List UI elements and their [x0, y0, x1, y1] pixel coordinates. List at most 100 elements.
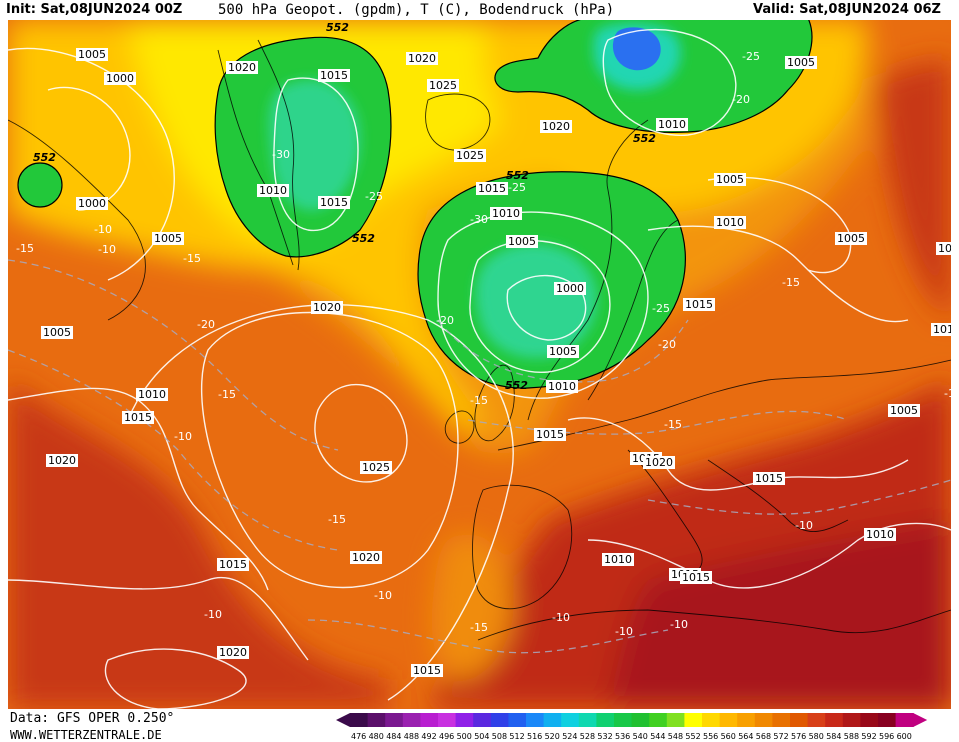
init-time: Init: Sat,08JUN2024 00Z	[6, 2, 183, 17]
colorbar-swatch	[596, 713, 615, 727]
weather-map[interactable]: 1005 1000 1020 1015 1020 1025 1020 1025 1010 1015…	[8, 20, 951, 709]
temperature-label: -15	[183, 252, 201, 265]
temperature-label: -25	[508, 181, 526, 194]
colorbar-swatch	[684, 713, 703, 727]
isobar-label-bg	[785, 56, 817, 69]
colorbar-tick-label: 596	[879, 732, 894, 741]
temperature-label: -20	[436, 314, 454, 327]
website-link[interactable]: WWW.WETTERZENTRALE.DE	[10, 728, 162, 742]
isotherm-minus15-atl	[8, 259, 339, 451]
colorbar-swatch	[631, 713, 650, 727]
isobar-label: 1000	[556, 282, 584, 295]
isobar-label: 1000	[78, 197, 106, 210]
isobar-label: 1015	[536, 428, 564, 441]
temperature-label: -10	[795, 519, 813, 532]
map-title: 500 hPa Geopot. (gpdm), T (C), Bodendruc…	[218, 2, 615, 18]
isobar-label-bg	[714, 173, 746, 186]
colorbar-swatch	[737, 713, 756, 727]
low-west-small	[17, 162, 63, 208]
isobar-label: 1015	[320, 196, 348, 209]
isobar-label: 1010	[138, 388, 166, 401]
isobar-label: 1005	[890, 404, 918, 417]
temperature-label: -15	[16, 242, 34, 255]
colorbar-swatch	[842, 713, 861, 727]
isobar-label: 1020	[408, 52, 436, 65]
colorbar-tick-label: 476	[351, 732, 366, 741]
isobar-label: 1020	[48, 454, 76, 467]
isobar-label: 1005	[78, 48, 106, 61]
isobar-1015-atlantic	[127, 303, 514, 701]
coast-greenland-east	[257, 39, 300, 271]
isobar-label: 1020	[645, 456, 673, 469]
isobar-label-bg	[534, 428, 566, 441]
isobar-label: 1020	[352, 551, 380, 564]
isobar-label-bg	[136, 388, 168, 401]
isobar-label-bg	[490, 207, 522, 220]
colorbar-tick-label: 560	[721, 732, 736, 741]
coast-norway	[527, 119, 649, 421]
isobar-label-bg	[547, 345, 579, 358]
colorbar-tick-label: 540	[633, 732, 648, 741]
temperature-label: -10	[374, 589, 392, 602]
isobar-label: 1015	[682, 571, 710, 584]
colorbar-swatch	[719, 713, 738, 727]
colorbar-swatch	[508, 713, 527, 727]
isobar-label: 1015	[685, 298, 713, 311]
temperature-label: -15	[664, 418, 682, 431]
colorbar-swatch	[438, 713, 457, 727]
colorbar-tick-label: 480	[369, 732, 384, 741]
colorbar-swatch	[578, 713, 597, 727]
colorbar-tick-label: 520	[545, 732, 560, 741]
isotherm-minus20-scan	[437, 319, 689, 383]
colorbar-right-arrow	[913, 713, 928, 727]
temperature-label: -15	[470, 621, 488, 634]
isobar-label-bg	[476, 182, 508, 195]
low-northeast-deep	[612, 27, 661, 71]
temperature-label: -20	[732, 93, 750, 106]
isobar-label: 1005	[549, 345, 577, 358]
isotherm-minus10-med	[307, 619, 669, 654]
isobar-label-bg	[411, 664, 443, 677]
colorbar-tick-label: 536	[615, 732, 630, 741]
colorbar-swatch	[825, 713, 844, 727]
colorbar-tick-label: 548	[668, 732, 683, 741]
temperature-label: -10	[670, 618, 688, 631]
isotherm-minus15-europe	[467, 410, 849, 435]
isobar-label-bg	[104, 72, 136, 85]
coast-northamerica	[8, 119, 146, 321]
temperature-label: -30	[272, 148, 290, 161]
temperature-label: -10	[98, 243, 116, 256]
isobar-label-bg	[656, 118, 688, 131]
colorbar-tick-label: 508	[492, 732, 507, 741]
isobar-label-bg	[643, 456, 675, 469]
colorbar-legend: 476 480 484 488 492 496 500 504 508 512 516 520 524 5…	[336, 713, 928, 741]
colorbar-swatch	[666, 713, 685, 727]
isobar-label: 1010	[716, 216, 744, 229]
colorbar-swatch	[614, 713, 633, 727]
isobar-label-bg	[714, 216, 746, 229]
geopotential-label: 552	[633, 132, 656, 145]
low-scandinavia-core	[475, 243, 597, 359]
temperature-label: -20	[658, 338, 676, 351]
isobar-label-bg	[318, 196, 350, 209]
coast-europe	[497, 359, 951, 451]
temperature-label: -15	[782, 276, 800, 289]
isotherm-minus10-atl	[8, 349, 339, 551]
valid-time: Valid: Sat,08JUN2024 06Z	[753, 2, 941, 17]
temperature-label: -25	[652, 302, 670, 315]
colorbar-swatch	[702, 713, 721, 727]
isobar-label-bg	[888, 404, 920, 417]
isobar-1005-west	[8, 47, 175, 281]
isobar-label: 1020	[313, 301, 341, 314]
isobar-label: 1015	[413, 664, 441, 677]
colorbar-tick-label: 504	[474, 732, 489, 741]
colorbar-tick-label: 564	[738, 732, 753, 741]
colorbar-tick-label: 584	[826, 732, 841, 741]
map-header: Init: Sat,08JUN2024 00Z 500 hPa Geopot. …	[0, 0, 959, 20]
isobar-1010-east	[647, 225, 909, 323]
isobar-1005-east	[707, 176, 852, 274]
colorbar-tick-label: 492	[421, 732, 436, 741]
coast-sweden	[587, 219, 679, 401]
colorbar-swatch	[367, 713, 386, 727]
temperature-label: -15	[470, 394, 488, 407]
